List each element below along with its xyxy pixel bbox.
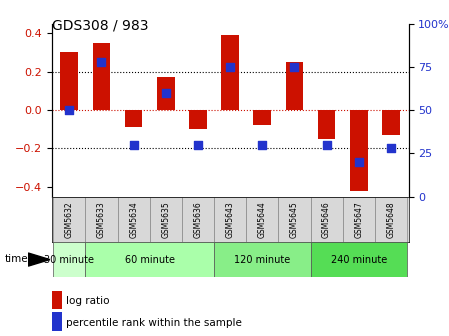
Bar <box>343 197 375 242</box>
Text: GSM5644: GSM5644 <box>258 201 267 238</box>
Point <box>291 64 298 70</box>
Bar <box>118 197 150 242</box>
Point <box>226 64 233 70</box>
Text: GSM5634: GSM5634 <box>129 201 138 238</box>
Bar <box>61 52 78 110</box>
Text: GSM5636: GSM5636 <box>194 201 202 238</box>
Text: log ratio: log ratio <box>66 296 110 306</box>
Bar <box>92 43 110 110</box>
Bar <box>182 197 214 242</box>
Text: GSM5643: GSM5643 <box>225 201 235 238</box>
Bar <box>221 35 239 110</box>
Point <box>130 142 137 148</box>
Bar <box>53 197 85 242</box>
Text: GSM5635: GSM5635 <box>161 201 170 238</box>
Bar <box>246 197 278 242</box>
Bar <box>350 110 368 191</box>
Text: 60 minute: 60 minute <box>125 255 175 264</box>
Text: GSM5645: GSM5645 <box>290 201 299 238</box>
Text: time: time <box>4 254 28 264</box>
Point <box>162 90 169 95</box>
Point <box>259 142 266 148</box>
Point <box>98 59 105 64</box>
Text: GDS308 / 983: GDS308 / 983 <box>52 18 148 33</box>
Bar <box>189 110 207 129</box>
Bar <box>150 197 182 242</box>
Text: 30 minute: 30 minute <box>44 255 94 264</box>
Text: GSM5648: GSM5648 <box>387 201 396 238</box>
Text: percentile rank within the sample: percentile rank within the sample <box>66 318 242 328</box>
Bar <box>382 110 400 135</box>
Bar <box>85 242 214 277</box>
Point <box>323 142 330 148</box>
Text: GSM5632: GSM5632 <box>65 201 74 238</box>
Text: GSM5646: GSM5646 <box>322 201 331 238</box>
Bar <box>214 242 311 277</box>
Bar <box>278 197 311 242</box>
Bar <box>318 110 335 139</box>
Bar <box>125 110 142 127</box>
Bar <box>85 197 118 242</box>
Bar <box>375 197 407 242</box>
Bar <box>286 62 303 110</box>
Bar <box>157 77 175 110</box>
Bar <box>253 110 271 125</box>
Text: 120 minute: 120 minute <box>234 255 291 264</box>
Text: GSM5633: GSM5633 <box>97 201 106 238</box>
Text: 240 minute: 240 minute <box>330 255 387 264</box>
Bar <box>311 242 407 277</box>
Point <box>355 159 362 165</box>
Bar <box>53 242 85 277</box>
Bar <box>311 197 343 242</box>
Bar <box>214 197 246 242</box>
Text: GSM5647: GSM5647 <box>354 201 363 238</box>
Point <box>387 145 395 151</box>
Point <box>194 142 202 148</box>
Polygon shape <box>28 253 50 266</box>
Point <box>66 108 73 113</box>
